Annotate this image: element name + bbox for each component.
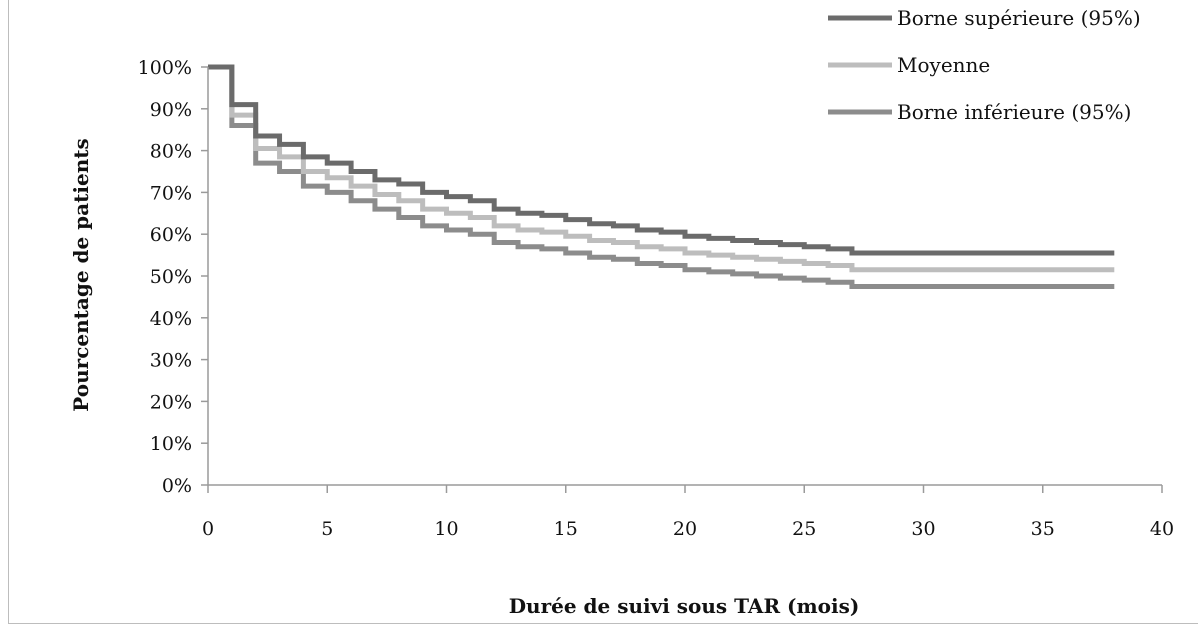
series-line-2 [208,64,1115,289]
y-tick-label: 50% [150,266,192,288]
series-lines [208,64,1115,289]
x-tick-label: 5 [321,518,333,540]
chart-frame [8,0,1198,624]
x-axis-title: Durée de suivi sous TAR (mois) [509,594,860,618]
y-tick-label: 60% [150,224,192,246]
x-tick-label: 30 [911,518,935,540]
y-tick-label: 90% [150,99,192,121]
y-axis-title: Pourcentage de patients [69,138,93,411]
x-tick-label: 20 [673,518,697,540]
legend: Borne supérieure (95%) Moyenne Borne infér… [828,6,1141,124]
y-tick-label: 10% [150,433,192,455]
series-line-1 [208,64,1115,273]
y-tick-label: 80% [150,141,192,163]
legend-label: Borne supérieure (95%) [897,6,1141,30]
y-tick-label: 20% [150,391,192,413]
x-tick-label: 40 [1150,518,1174,540]
x-tick-label: 15 [554,518,578,540]
legend-label: Borne inférieure (95%) [897,100,1131,124]
y-tick-label: 70% [150,182,192,204]
legend-label: Moyenne [897,53,990,77]
series-line-0 [208,64,1115,256]
y-tick-label: 0% [162,475,192,497]
x-tick-label: 0 [202,518,214,540]
axes: 0% 10% 20% 30% 40% 50% 60% 70% 80% 90% 100% 0 5 10 15 2… [138,57,1174,540]
x-tick-label: 10 [434,518,458,540]
y-tick-label: 100% [138,57,192,79]
y-tick-label: 30% [150,350,192,372]
y-tick-label: 40% [150,308,192,330]
x-tick-label: 25 [792,518,816,540]
x-tick-label: 35 [1031,518,1055,540]
